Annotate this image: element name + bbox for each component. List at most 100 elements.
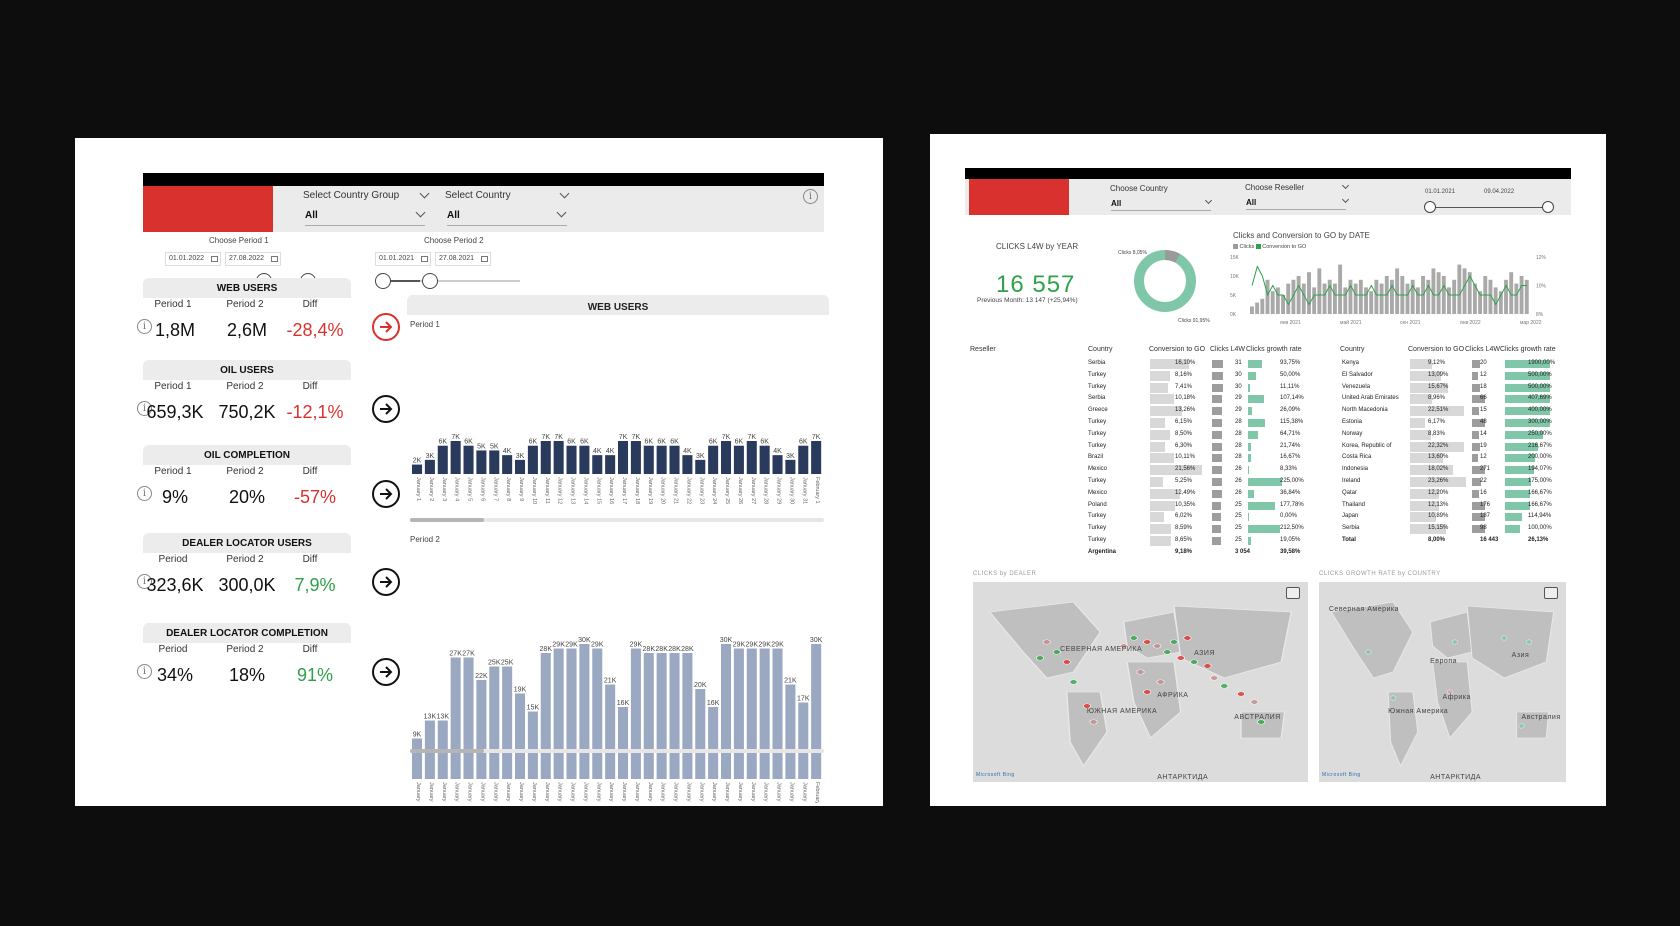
slider-end-handle[interactable]: [422, 273, 438, 289]
slider-start-handle[interactable]: [1424, 201, 1436, 213]
chart2-scrollbar[interactable]: [410, 749, 824, 753]
chart2-scroll-thumb[interactable]: [410, 749, 484, 753]
table-row[interactable]: Serbia 10,18% 29 107,14%: [970, 393, 1310, 405]
x-tick-label: January 17: [621, 477, 627, 504]
conversion-bar: [1150, 359, 1189, 369]
table-row[interactable]: United Arab Emirates 8,96% 66 407,69%: [1340, 393, 1575, 405]
clicks-bar: [1270, 291, 1275, 314]
period1-end-date[interactable]: 27.08.2022: [225, 252, 281, 266]
x-tick-label: January 28: [763, 477, 769, 504]
date-start[interactable]: 01.01.2021: [1425, 189, 1456, 195]
table-cell: Norway: [1342, 430, 1363, 437]
reseller-select[interactable]: All: [1246, 198, 1257, 207]
table-header[interactable]: Reseller: [970, 346, 996, 353]
chart1-scrollbar[interactable]: [410, 518, 824, 522]
map-focus-icon[interactable]: [1286, 587, 1300, 599]
clicks-bar: [1212, 478, 1222, 486]
clicks-bar: [1212, 395, 1223, 404]
table-header[interactable]: Clicks growth rate: [1500, 346, 1556, 353]
clicks-previous: Previous Month: 13 147 (+25,94%): [977, 297, 1078, 304]
growth-by-country-map[interactable]: Северная Америка Европа Азия Африка Южная Ам…: [1319, 582, 1566, 782]
navigate-arrow-button[interactable]: [372, 568, 400, 596]
table-row[interactable]: Mexico 12,49% 26 36,84%: [970, 488, 1310, 500]
table-header[interactable]: Clicks L4W: [1465, 346, 1501, 353]
table-header[interactable]: Country: [1088, 346, 1113, 353]
growth-bar: [1248, 501, 1275, 510]
x-tick-label: май 2021: [1340, 319, 1362, 326]
bar: [502, 666, 513, 779]
clicks-bar: [1353, 283, 1358, 314]
table-row[interactable]: Thailand 12,13% 176 166,67%: [1340, 500, 1575, 512]
table-row[interactable]: Greece 13,26% 29 26,09%: [970, 405, 1310, 417]
table-row[interactable]: Kenya 9,12% 20 1900,00%: [1340, 358, 1575, 370]
navigate-arrow-button[interactable]: [372, 658, 400, 686]
navigate-arrow-button[interactable]: [372, 395, 400, 423]
clicks-conversion-combo-chart: 15K 10K 5K 0K 12% 10% 8% янв 2021 май 2021 сен 20…: [1230, 255, 1547, 326]
country-group-select[interactable]: All: [305, 210, 318, 221]
table-header[interactable]: Country: [1340, 346, 1365, 353]
table-row[interactable]: Turkey 8,59% 25 212,50%: [970, 523, 1310, 535]
clicks-by-dealer-map[interactable]: СЕВЕРНАЯ АМЕРИКА АФРИКА АЗИЯ ЮЖНАЯ АМЕРИКА А…: [973, 582, 1308, 782]
country-select[interactable]: All: [447, 210, 460, 221]
table-header[interactable]: Conversion to GO: [1149, 346, 1206, 353]
table-header[interactable]: Clicks L4W: [1210, 346, 1246, 353]
navigate-arrow-button[interactable]: [372, 480, 400, 508]
map-focus-icon[interactable]: [1544, 587, 1558, 599]
table-row[interactable]: Estonia 6,17% 48 300,00%: [1340, 417, 1575, 429]
table-row[interactable]: Poland 10,35% 25 177,78%: [970, 500, 1310, 512]
table-row[interactable]: Turkey 7,41% 30 11,11%: [970, 382, 1310, 394]
slider-end-handle[interactable]: [1542, 201, 1554, 213]
table-row[interactable]: Costa Rica 13,60% 12 200,00%: [1340, 452, 1575, 464]
table-row[interactable]: Norway 8,83% 14 250,00%: [1340, 429, 1575, 441]
calendar-icon: [481, 256, 488, 262]
date-end[interactable]: 09.04.2022: [1484, 189, 1515, 195]
table-row[interactable]: Turkey 8,16% 30 50,00%: [970, 370, 1310, 382]
table-row[interactable]: Indonesia 18,02% 271 194,07%: [1340, 464, 1575, 476]
x-tick-label: January 25: [724, 782, 730, 803]
info-icon[interactable]: i: [137, 664, 152, 679]
navigate-arrow-button[interactable]: [372, 313, 400, 341]
table-row[interactable]: Turkey 6,30% 28 21,74%: [970, 441, 1310, 453]
table-row[interactable]: Mexico 21,56% 26 8,33%: [970, 464, 1310, 476]
table-row[interactable]: Turkey 8,50% 28 64,71%: [970, 429, 1310, 441]
info-icon[interactable]: i: [137, 401, 152, 416]
table-row[interactable]: Brazil 10,11% 28 16,67%: [970, 452, 1310, 464]
period2-end-date[interactable]: 27.08.2021: [435, 252, 491, 266]
info-icon[interactable]: i: [137, 486, 152, 501]
table-row[interactable]: Qatar 12,20% 16 166,67%: [1340, 488, 1575, 500]
period2-start-date[interactable]: 01.01.2021: [375, 252, 431, 266]
table-row[interactable]: Korea, Republic of 22,32% 19 216,67%: [1340, 441, 1575, 453]
table-row[interactable]: Venezuela 15,67% 18 500,00%: [1340, 382, 1575, 394]
table-row[interactable]: Ireland 23,26% 22 175,00%: [1340, 476, 1575, 488]
table-header[interactable]: Clicks growth rate: [1246, 346, 1302, 353]
bar: [682, 455, 693, 474]
table-header[interactable]: Conversion to GO: [1408, 346, 1465, 353]
info-icon[interactable]: i: [803, 189, 818, 204]
chart1-scroll-thumb[interactable]: [410, 518, 484, 522]
table-cell: United Arab Emirates: [1342, 395, 1399, 402]
table-row[interactable]: Turkey 8,65% 25 19,05%: [970, 535, 1310, 547]
table-total-row[interactable]: Total 8,00% 16 443 26,13%: [1340, 535, 1575, 547]
country-select[interactable]: All: [1111, 199, 1122, 208]
info-icon[interactable]: i: [137, 319, 152, 334]
slider-start-handle[interactable]: [375, 273, 391, 289]
table-row[interactable]: Serbia 15,15% 98 100,00%: [1340, 523, 1575, 535]
table-cell: 10,18%: [1175, 395, 1196, 402]
table-row[interactable]: Japan 10,89% 187 114,94%: [1340, 511, 1575, 523]
table-row[interactable]: El Salvador 13,09% 12 500,00%: [1340, 370, 1575, 382]
conversion-bar: [1410, 524, 1447, 535]
table-total-row[interactable]: Argentina 9,18% 3 054 39,58%: [970, 547, 1310, 559]
clicks-bar: [1504, 279, 1508, 314]
table-row[interactable]: Turkey 5,25% 26 225,00%: [970, 476, 1310, 488]
clicks-bar: [1327, 279, 1332, 314]
period1-start-date[interactable]: 01.01.2022: [165, 252, 221, 266]
kpi-col2-label: Period 2: [226, 466, 264, 477]
table-row[interactable]: Turkey 6,15% 28 115,38%: [970, 417, 1310, 429]
table-row[interactable]: Turkey 6,02% 25 0,00%: [970, 511, 1310, 523]
table-row[interactable]: Serbia 16,10% 31 93,75%: [970, 358, 1310, 370]
table-row[interactable]: North Macedonia 22,51% 15 400,00%: [1340, 405, 1575, 417]
table-cell: 6,17%: [1428, 419, 1446, 425]
x-tick-label: January 24: [711, 477, 717, 504]
info-icon[interactable]: i: [137, 574, 152, 589]
kpi-col1-label: Period 1: [154, 381, 192, 392]
